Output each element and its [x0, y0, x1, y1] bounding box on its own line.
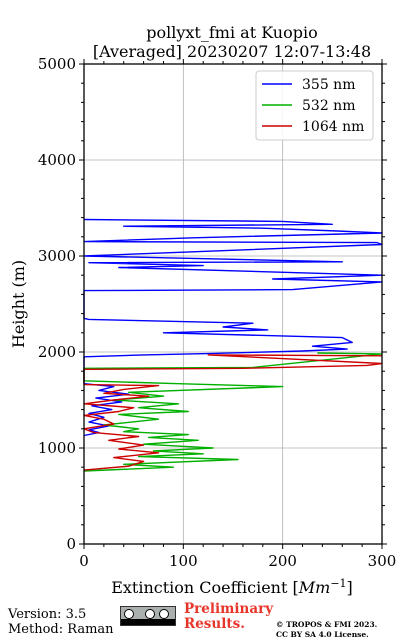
series-line-355-nm	[83, 218, 383, 437]
preliminary-notice: Preliminary Results.	[184, 602, 273, 632]
y-tick-label: 0	[66, 535, 76, 553]
sa-icon	[159, 609, 169, 619]
by-icon	[145, 609, 155, 619]
x-tick-label: 200	[268, 552, 297, 570]
cc-badge-strip	[121, 619, 175, 625]
extinction-profile-chart: pollyxt_fmi at Kuopio [Averaged] 2023020…	[9, 23, 397, 597]
y-axis-label: Height (m)	[9, 260, 28, 348]
x-tick-label: 100	[169, 552, 198, 570]
x-axis-label: Extinction Coefficient [Mm−1]	[111, 577, 353, 597]
copyright-notice: © TROPOS & FMI 2023. CC BY SA 4.0 Licens…	[276, 620, 377, 640]
y-tick-label: 3000	[38, 247, 76, 265]
version-text: Version: 3.5	[8, 607, 87, 622]
legend-label: 1064 nm	[302, 119, 364, 135]
cc-license-badge	[120, 606, 176, 626]
y-tick-label: 2000	[38, 343, 76, 361]
y-tick-label: 1000	[38, 439, 76, 457]
legend-label: 532 nm	[302, 98, 355, 114]
copyright-line-1: © TROPOS & FMI 2023.	[276, 620, 378, 629]
x-tick-label: 0	[79, 552, 89, 570]
cc-icon	[124, 609, 134, 619]
plot-frame	[83, 63, 383, 545]
y-tick-label: 5000	[38, 55, 76, 73]
legend-label: 355 nm	[302, 77, 355, 93]
method-text: Method: Raman	[8, 622, 114, 637]
axis-ticks	[79, 59, 387, 549]
x-tick-label: 300	[368, 552, 397, 570]
chart-title-line-2: [Averaged] 20230207 12:07-13:48	[93, 42, 371, 61]
y-tick-label: 4000	[38, 151, 76, 169]
legend: 355 nm 532 nm 1064 nm	[255, 70, 374, 141]
copyright-line-2: CC BY SA 4.0 License.	[276, 630, 369, 639]
series-line-1064-nm	[83, 354, 383, 471]
series-line-532-nm	[83, 352, 383, 472]
chart-title-line-1: pollyxt_fmi at Kuopio	[146, 23, 317, 42]
series-layer	[83, 218, 383, 472]
preliminary-line-1: Preliminary	[184, 601, 274, 617]
preliminary-line-2: Results.	[184, 616, 245, 632]
legend-box	[255, 70, 374, 141]
